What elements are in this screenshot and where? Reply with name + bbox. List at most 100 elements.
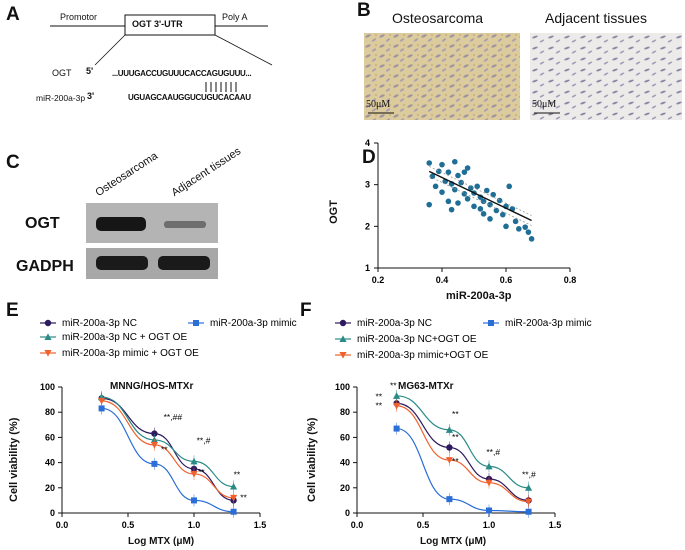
- legend-marker: [44, 333, 52, 340]
- legend-marker: [44, 319, 52, 327]
- significance-annotation: **: [375, 392, 382, 402]
- blot-label-gadph: GADPH: [16, 258, 74, 275]
- mir-sequence: UGUAGCAAUGGUCUGUCACAAU: [128, 93, 251, 102]
- scatter-point: [439, 189, 445, 195]
- scatter-point: [487, 216, 493, 222]
- scatter-point: [493, 207, 500, 214]
- significance-annotation: **: [198, 467, 205, 477]
- scatter-point: [445, 198, 452, 205]
- series-line: [101, 400, 234, 499]
- data-point: [98, 405, 105, 412]
- chart-f-title: MG63-MTXr: [398, 381, 454, 392]
- scatter-ci-upper: [429, 165, 532, 216]
- y-tick-label: 20: [340, 483, 350, 493]
- legend-label: miR-200a-3p mimic+OGT OE: [357, 350, 489, 361]
- western-blot: [86, 203, 218, 279]
- histology-image-tumor: [364, 33, 520, 120]
- data-point: [486, 507, 492, 514]
- scatter-y-tick-label: 3: [365, 180, 370, 190]
- scatter-point: [496, 197, 503, 204]
- significance-annotation: **: [452, 432, 459, 442]
- scatter-point: [448, 206, 455, 213]
- data-point: [393, 402, 401, 410]
- data-point: [190, 457, 198, 465]
- legend-label: miR-200a-3p mimic: [210, 318, 297, 329]
- panel-label-b: B: [357, 0, 371, 21]
- chart-e-title: MNNG/HOS-MTXr: [110, 381, 194, 392]
- scatter-fit-line: [428, 170, 532, 222]
- y-tick-label: 80: [340, 407, 350, 417]
- data-point: [485, 479, 493, 487]
- data-point: [230, 494, 238, 502]
- scatter-point: [455, 172, 461, 179]
- scatter-point: [452, 186, 458, 193]
- blot-band-ogt-tumor: [96, 217, 146, 231]
- legend-marker: [488, 320, 494, 326]
- y-tick-label: 60: [340, 432, 350, 442]
- ogt-sequence: ...UUUGACCUGUUUCACCAGUGUUU...: [112, 69, 252, 78]
- y-tick-label: 100: [40, 382, 55, 392]
- scatter-point: [439, 161, 445, 168]
- data-point: [446, 496, 453, 503]
- legend-marker: [339, 352, 347, 359]
- scatter-point: [477, 206, 484, 212]
- data-point: [150, 441, 158, 449]
- histology-title-tumor: Osteosarcoma: [392, 10, 484, 26]
- significance-annotation: **,##: [164, 412, 183, 422]
- y-tick-label: 40: [45, 458, 55, 468]
- series-line: [101, 407, 234, 513]
- data-point: [393, 425, 400, 432]
- y-tick-label: 0: [345, 508, 350, 518]
- panel-label-d: D: [362, 147, 376, 168]
- data-point: [445, 457, 453, 464]
- data-point: [151, 430, 158, 437]
- legend-label: miR-200a-3p NC+OGT OE: [357, 334, 477, 345]
- legend-marker: [339, 335, 347, 342]
- scale-bar-adjacent: 50μM: [532, 99, 557, 110]
- scatter-point: [516, 226, 522, 232]
- blot-label-ogt: OGT: [25, 215, 60, 232]
- x-tick-label: 1.5: [549, 520, 562, 530]
- lane-label-adjacent: Adjacent tissues: [169, 145, 244, 199]
- utr-diagram: [50, 14, 273, 92]
- scale-bar-tumor: 50μM: [366, 99, 391, 110]
- scatter-point: [432, 183, 439, 190]
- significance-annotation: **: [234, 470, 241, 480]
- scatter-point: [461, 169, 468, 175]
- scatter-point: [512, 218, 519, 225]
- scatter-x-tick-label: 0.6: [500, 275, 513, 285]
- x-tick-label: 0.5: [417, 520, 430, 530]
- series-line: [396, 395, 529, 489]
- polya-label: Poly A: [222, 12, 248, 22]
- legend-label: miR-200a-3p mimic + OGT OE: [62, 348, 199, 359]
- legend-label: miR-200a-3p mimic: [505, 318, 592, 329]
- y-tick-label: 20: [45, 483, 55, 493]
- legend-marker: [44, 350, 52, 357]
- scatter-point: [484, 187, 490, 194]
- data-point: [230, 482, 238, 490]
- scatter-y-tick-label: 2: [365, 221, 370, 231]
- significance-annotation: **: [375, 400, 382, 410]
- series-line: [396, 405, 529, 503]
- x-tick-label: 1.5: [254, 520, 267, 530]
- significance-annotation: **,#: [197, 436, 211, 446]
- blot-band-gadph-adjacent: [158, 256, 210, 270]
- series-line: [101, 396, 234, 488]
- chart-e-ylabel: Cell viability (%): [8, 417, 20, 502]
- lane-label-osteosarcoma: Osteosarcoma: [93, 149, 160, 199]
- scatter-x-tick-label: 0.8: [564, 275, 577, 285]
- significance-annotation: **: [161, 445, 168, 455]
- scatter-point: [480, 198, 487, 205]
- mir-3prime: 3': [87, 91, 95, 101]
- blot-band-gadph-tumor: [96, 256, 148, 270]
- scatter-point: [455, 200, 461, 206]
- data-point: [230, 508, 237, 515]
- chart-e-xlabel: Log MTX (μM): [128, 536, 195, 547]
- legend-label: miR-200a-3p NC + OGT OE: [62, 332, 187, 343]
- scatter-point: [471, 203, 477, 210]
- y-tick-label: 100: [335, 382, 350, 392]
- scatter-chart: 0.2 0.4 0.6 0.8 1 2 3 4: [365, 138, 577, 285]
- scatter-point: [452, 158, 458, 165]
- data-point: [445, 426, 453, 433]
